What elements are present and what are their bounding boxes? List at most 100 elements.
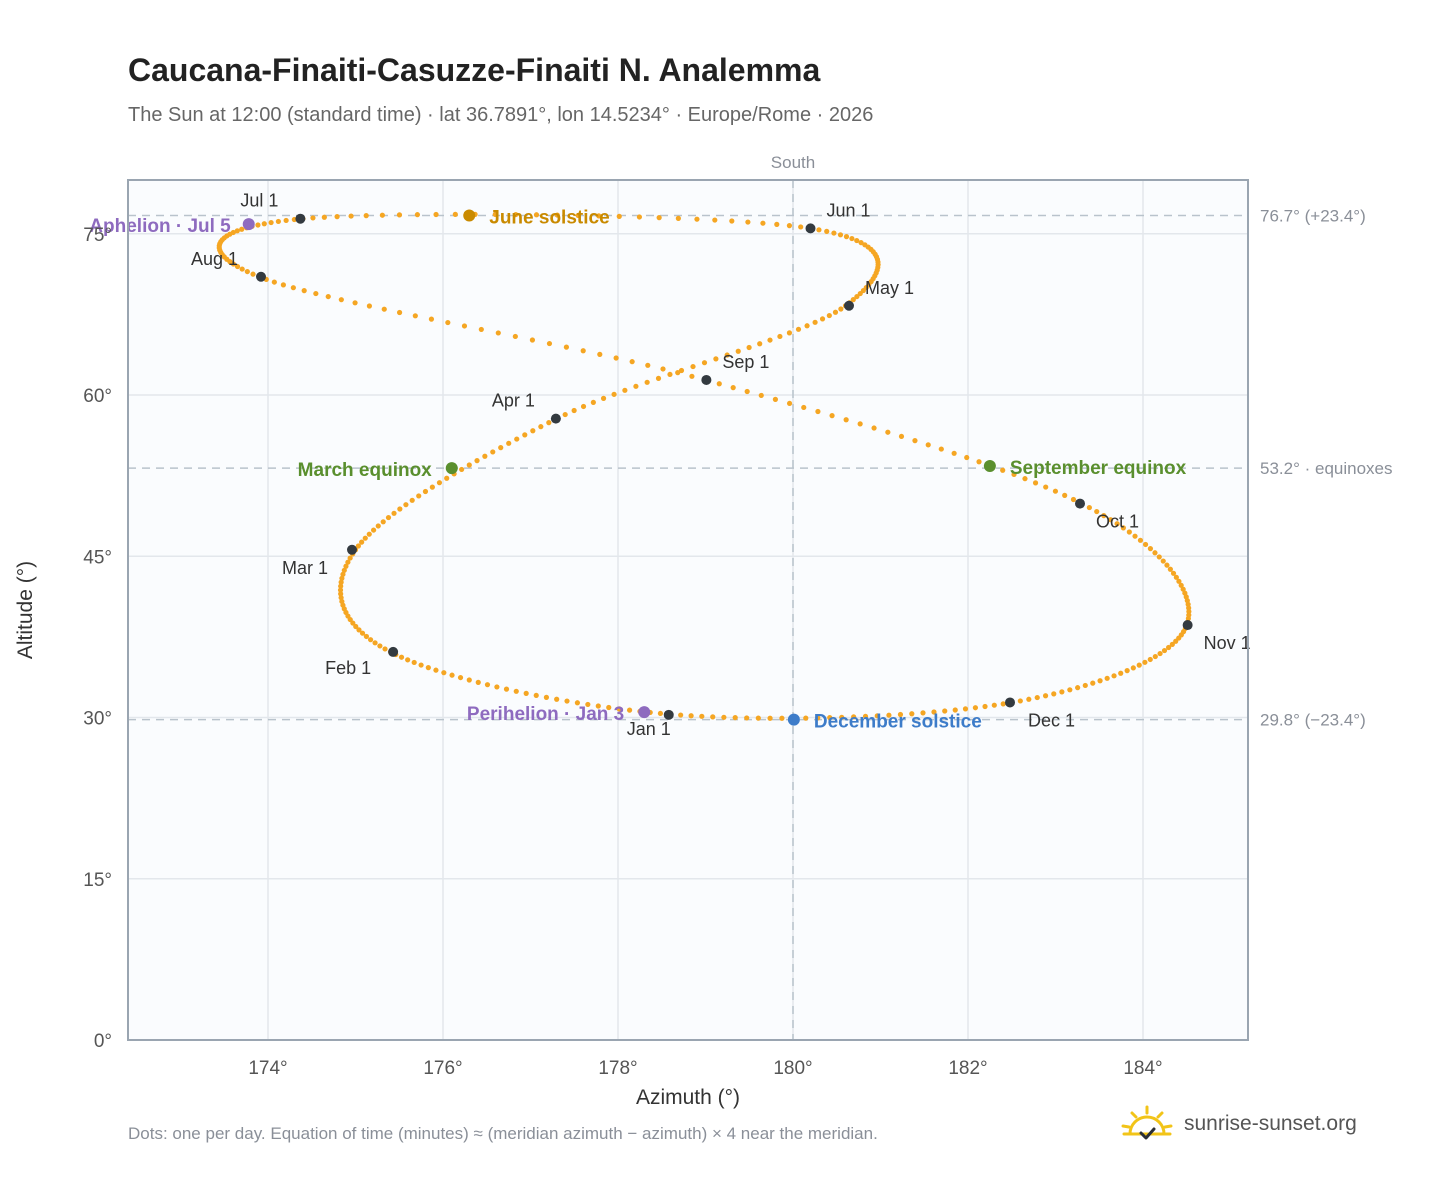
daily-dot [690,363,696,370]
daily-dot [595,703,601,709]
daily-dot [699,713,705,719]
daily-dot [931,709,937,715]
daily-dot [359,630,366,636]
daily-dot [310,215,316,221]
daily-dot [466,462,472,468]
daily-dot [571,407,577,414]
daily-dot [580,348,586,354]
daily-dot [803,715,809,721]
daily-dot [1130,665,1136,671]
daily-dot [363,633,369,640]
month-label: Dec 1 [1028,710,1075,730]
daily-dot [675,215,681,221]
daily-dot [1034,694,1040,701]
daily-dot [951,450,957,456]
daily-dot [380,519,386,525]
y-tick-label: 30° [83,709,112,730]
daily-dot [655,375,662,381]
daily-dot [543,694,550,700]
daily-dot [513,688,519,694]
daily-dot [1090,680,1096,686]
daily-dot [819,316,826,322]
daily-dot [433,667,439,673]
page-subtitle: The Sun at 12:00 (standard time) · lat 3… [128,104,874,126]
y-tick-label: 0° [94,1031,112,1052]
event-marker [463,209,476,222]
daily-dot [1120,525,1126,531]
daily-dot [379,212,385,218]
daily-dot [396,309,403,316]
meridian-label: South [771,153,815,172]
brand-name[interactable]: sunrise-sunset.org [1184,1112,1357,1135]
daily-dot [964,454,970,461]
daily-dot [1042,693,1049,699]
daily-dot [925,442,931,448]
daily-dot [255,222,261,228]
daily-dot [854,293,860,300]
event-marker [983,459,996,472]
daily-dot [644,379,650,385]
daily-dot [732,715,738,721]
daily-dot [613,355,619,361]
daily-dot [338,591,344,597]
daily-dot [366,531,372,537]
daily-dot [920,710,926,716]
daily-dot [230,261,237,267]
daily-dot [1152,550,1158,556]
daily-dot [414,212,421,218]
daily-dot [912,438,918,444]
daily-dot [1022,476,1028,482]
daily-dot [843,417,849,423]
daily-dot [340,571,346,577]
daily-dot [874,713,880,719]
daily-dot [1075,685,1081,691]
daily-dot [416,493,422,499]
daily-dot [321,214,327,220]
daily-dot [777,333,783,340]
brand[interactable]: sunrise-sunset.org [1120,1104,1357,1144]
daily-dot [411,659,417,666]
daily-dot [533,212,540,218]
x-tick-label: 182° [948,1058,987,1079]
daily-dot [824,228,830,234]
daily-dot [1147,656,1153,663]
daily-dot [1142,659,1148,665]
daily-dot [1173,638,1179,644]
daily-dot [574,700,581,706]
reference-label: 53.2° · equinoxes [1260,459,1393,478]
y-tick-label: 15° [83,870,112,891]
daily-dot [1104,675,1110,681]
daily-dot [1086,504,1092,511]
daily-dot [689,373,695,379]
month-label: Nov 1 [1204,633,1251,653]
daily-dot [554,212,560,218]
daily-dot [629,359,635,365]
y-tick-label: 45° [83,547,112,568]
daily-dot [313,290,319,297]
daily-dot [972,705,979,711]
daily-dot [449,672,455,678]
daily-dot [721,714,727,720]
daily-dot [735,348,741,354]
month-marker [1075,498,1085,509]
daily-dot [590,399,596,406]
daily-dot [831,230,837,236]
daily-dot [812,319,818,325]
event-label: March equinox [298,460,433,481]
daily-dot [433,211,439,218]
reference-label: 76.7° (+23.4°) [1260,206,1366,225]
daily-dot [494,684,500,690]
month-label: Apr 1 [492,391,535,411]
y-axis-label: Altitude (°) [14,561,37,659]
daily-dot [275,218,281,225]
daily-dot [396,212,403,218]
daily-dot [484,682,491,688]
daily-dot [798,224,804,230]
daily-dot [596,213,602,219]
daily-dot [492,211,498,218]
daily-dot [348,213,354,219]
daily-dot [1126,529,1132,535]
daily-dot [851,714,857,720]
daily-dot [729,218,735,224]
daily-dot [1147,546,1154,552]
